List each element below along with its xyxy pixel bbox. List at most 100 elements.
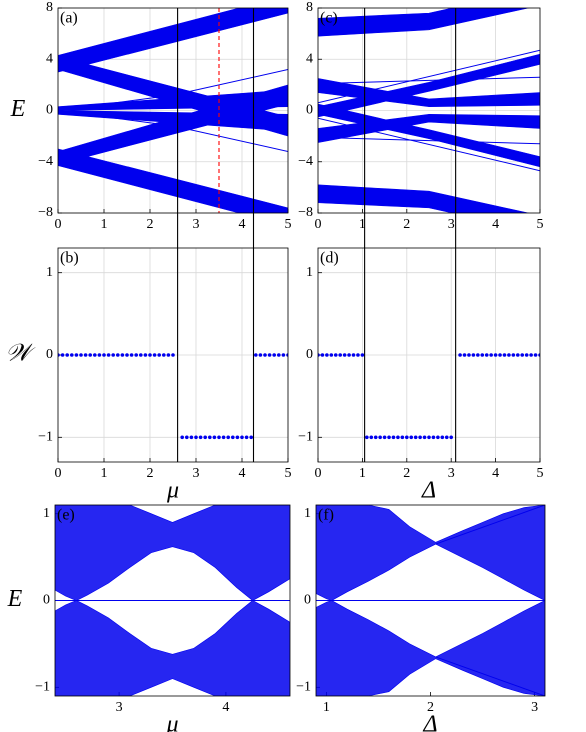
plot-area <box>58 8 288 213</box>
point <box>83 353 88 357</box>
point <box>235 435 240 440</box>
y-tick-label: −1 <box>298 430 313 445</box>
point <box>329 353 334 357</box>
line <box>58 110 288 152</box>
point <box>467 353 471 357</box>
point <box>194 435 198 440</box>
point <box>70 353 74 357</box>
point <box>286 353 288 357</box>
point <box>387 435 391 440</box>
band <box>316 505 545 601</box>
point <box>79 353 83 357</box>
band <box>58 110 288 132</box>
point <box>157 353 161 357</box>
point <box>529 353 533 357</box>
band <box>318 103 540 168</box>
point <box>462 353 467 357</box>
point <box>171 353 175 357</box>
point <box>476 353 480 357</box>
plot-area <box>58 353 288 440</box>
plot-area <box>318 353 540 440</box>
line <box>318 49 540 104</box>
point <box>471 353 476 357</box>
point <box>263 353 267 357</box>
point <box>391 435 396 440</box>
point <box>267 353 272 357</box>
x-tick-label: 4 <box>239 466 246 481</box>
x-tick-label: 1 <box>101 466 108 481</box>
point <box>97 353 102 357</box>
point <box>369 435 374 440</box>
point <box>431 435 436 440</box>
point <box>102 353 106 357</box>
point <box>396 435 400 440</box>
point <box>489 353 493 357</box>
y-tick-label: 4 <box>306 51 313 66</box>
point <box>325 353 329 357</box>
band <box>58 148 288 213</box>
line <box>58 69 288 111</box>
band <box>318 53 540 118</box>
point <box>524 353 529 357</box>
panel: 0 1 2 3 4 5 −8 −4 0 4 8 (c) <box>298 0 544 248</box>
y-tick-label: 0 <box>306 103 313 118</box>
point <box>143 353 148 357</box>
point <box>400 435 405 440</box>
y-axis-label: 𝒲 <box>5 341 36 367</box>
point <box>342 353 347 357</box>
point <box>65 353 69 357</box>
y-axis-label: E <box>10 96 26 122</box>
line <box>318 117 540 172</box>
point <box>249 435 253 440</box>
x-tick-label: 1 <box>359 466 366 481</box>
y-tick-label: 0 <box>46 347 53 362</box>
line <box>435 656 545 696</box>
point <box>129 353 134 357</box>
y-tick-label: 8 <box>306 0 313 15</box>
point <box>180 435 184 440</box>
x-tick-label: 0 <box>55 217 62 232</box>
point <box>203 435 207 440</box>
y-tick-label: 1 <box>43 506 50 521</box>
x-tick-label: 0 <box>315 217 322 232</box>
x-tick-label: 1 <box>359 217 366 232</box>
y-tick-label: −4 <box>298 154 313 169</box>
panel: 0 1 2 3 4 5 −1 0 1 (b) 𝒲μ <box>5 247 292 504</box>
y-tick-label: 0 <box>306 347 313 362</box>
x-tick-label: 2 <box>427 700 434 715</box>
point <box>480 353 485 357</box>
point <box>360 353 365 357</box>
y-tick-label: −1 <box>296 680 311 695</box>
point <box>58 353 60 357</box>
plot-frame <box>57 7 289 214</box>
point <box>134 353 138 357</box>
panel-label: (f) <box>318 507 334 524</box>
panel-label: (a) <box>60 10 78 27</box>
point <box>231 435 235 440</box>
panel-label: (c) <box>320 10 338 27</box>
point <box>520 353 525 357</box>
x-axis-label: μ <box>166 478 179 504</box>
point <box>258 353 263 357</box>
y-tick-label: 1 <box>46 265 53 280</box>
point <box>139 353 143 357</box>
x-axis-label: Δ <box>421 478 436 504</box>
plot-area <box>318 8 540 213</box>
panel: 0 1 2 3 4 5 −1 0 1 (d) Δ <box>298 247 544 504</box>
x-tick-label: 4 <box>492 466 499 481</box>
point <box>272 353 277 357</box>
point <box>516 353 520 357</box>
x-tick-label: 3 <box>448 217 455 232</box>
point <box>405 435 409 440</box>
point <box>74 353 79 357</box>
point <box>189 435 194 440</box>
point <box>498 353 502 357</box>
x-tick-label: 3 <box>193 217 200 232</box>
x-tick-label: 4 <box>492 217 499 232</box>
point <box>333 353 338 357</box>
line <box>318 136 540 145</box>
point <box>320 353 325 357</box>
y-tick-label: 0 <box>46 103 53 118</box>
panel: 0 1 2 3 4 5 −8 −4 0 4 8 (a) E <box>10 0 292 248</box>
point <box>93 353 97 357</box>
